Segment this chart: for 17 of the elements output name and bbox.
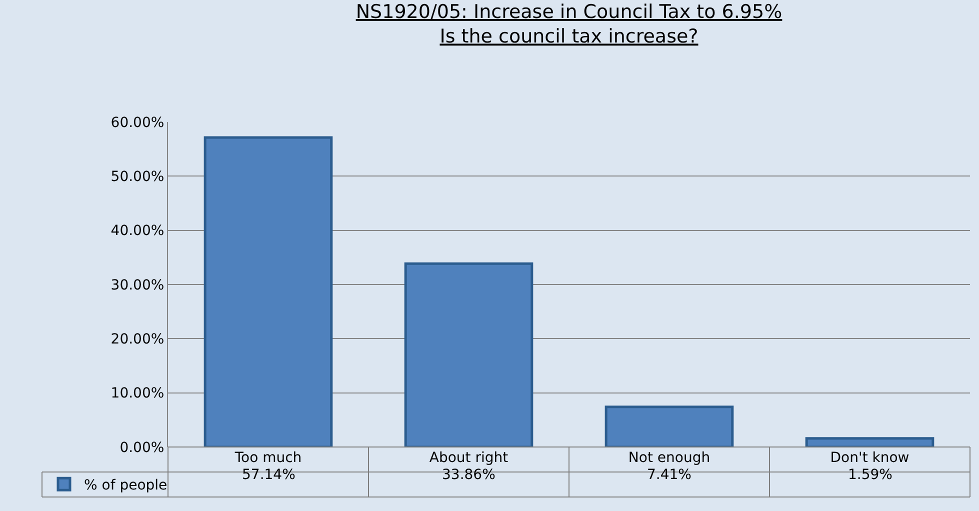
text: 1.59% (848, 467, 892, 483)
text: 7.41% (647, 467, 692, 483)
y-tick-label: 20.00% (110, 332, 164, 348)
y-tick-label: 0.00% (120, 440, 164, 456)
legend-label: % of people (84, 478, 168, 494)
text: 33.86% (442, 467, 496, 483)
chart-title: NS1920/05: Increase in Council Tax to 6.95% Is the council tax increase? (356, 1, 782, 48)
y-tick-label: 10.00% (110, 386, 164, 402)
x-tick-label: Not enough (628, 450, 710, 466)
y-tick-label: 40.00% (110, 223, 164, 240)
y-tick-label: 30.00% (110, 277, 164, 294)
x-tick-label: Too much (234, 450, 302, 466)
y-tick-label: 50.00% (110, 169, 164, 186)
x-tick-label: About right (429, 450, 509, 466)
y-tick-label: 60.00% (110, 114, 164, 131)
text: 57.14% (242, 467, 296, 483)
x-tick-label: Don't know (830, 450, 910, 466)
